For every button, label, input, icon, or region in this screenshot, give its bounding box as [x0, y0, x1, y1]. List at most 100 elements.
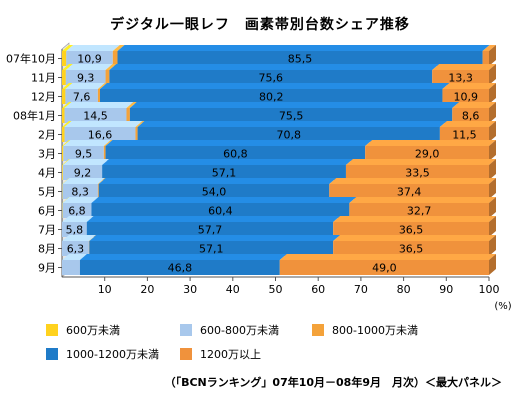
- data-label: 75,6: [259, 72, 284, 85]
- bar-top-face: [89, 235, 341, 241]
- x-tick-label: 50: [269, 283, 283, 296]
- data-label: 80,2: [259, 91, 284, 104]
- bar-segment: [62, 165, 103, 180]
- bar-top-face: [62, 121, 72, 127]
- bar-top-face: [279, 254, 496, 260]
- bar-segment: [105, 146, 366, 161]
- data-label: 10,9: [77, 53, 102, 66]
- x-tick-label: 100: [479, 283, 500, 296]
- bar-top-face: [62, 159, 70, 165]
- bar-top-face: [62, 178, 105, 184]
- bar-top-face: [432, 64, 496, 70]
- bar-segment: [333, 241, 489, 256]
- bar-segment: [62, 222, 87, 237]
- bar-segment: [66, 51, 113, 66]
- bar-top-face: [137, 121, 447, 127]
- data-label: 13,3: [448, 72, 473, 85]
- data-label: 49,0: [372, 262, 397, 275]
- x-tick-label: 30: [183, 283, 197, 296]
- legend-item-under-6m: 600万未満: [46, 322, 120, 338]
- bar-side-face: [489, 178, 496, 199]
- bar-side-face: [489, 216, 496, 237]
- category-tick-label: 4月: [38, 167, 56, 180]
- bar-segment: [62, 260, 80, 275]
- bar-segment: [105, 70, 110, 85]
- source-note: （「BCNランキング」07年10月－08年9月 月次）＜最大パネル＞: [164, 376, 502, 389]
- bar-top-face: [365, 140, 496, 146]
- legend-item-8m-10m: 800-1000万未満: [312, 322, 418, 338]
- bar-segment: [65, 70, 106, 85]
- bar-top-face: [64, 121, 143, 127]
- bar-top-face: [102, 159, 353, 165]
- bar-segment: [89, 241, 334, 256]
- bar-segment: [333, 222, 489, 237]
- legend-swatch: [46, 324, 58, 336]
- legend-label: 800-1000万未満: [332, 324, 418, 337]
- x-tick-label: 10: [98, 283, 112, 296]
- category-tick-label: 8月: [38, 243, 56, 256]
- data-label: 11,5: [452, 129, 477, 142]
- bar-top-face: [64, 102, 134, 108]
- bar-segment: [129, 108, 453, 123]
- x-tick-label: 20: [140, 283, 154, 296]
- bar-top-face: [105, 140, 373, 146]
- bar-top-face: [62, 254, 87, 260]
- legend-item-over-12m: 1200万以上: [180, 346, 261, 362]
- data-label: 14,5: [83, 110, 108, 123]
- data-label: 75,5: [279, 110, 304, 123]
- x-tick-label: 60: [311, 283, 325, 296]
- bar-top-face: [439, 121, 496, 127]
- bar-segment: [126, 108, 130, 123]
- category-tick-label: 07年10月: [6, 52, 56, 66]
- bar-top-face: [98, 178, 337, 184]
- bar-segment: [100, 89, 443, 104]
- category-tick-label: 6月: [38, 205, 56, 218]
- bar-top-face: [442, 83, 496, 89]
- bar-segment: [365, 146, 489, 161]
- bar-top-face: [62, 83, 73, 89]
- bar-top-face: [126, 102, 137, 108]
- bar-segment: [64, 108, 127, 123]
- bar-side-face: [489, 159, 496, 180]
- bar-segment: [103, 146, 106, 161]
- bar-side-face: [489, 140, 496, 161]
- legend-label: 1000-1200万未満: [66, 348, 159, 361]
- data-label: 16,6: [88, 129, 113, 142]
- bar-segment: [452, 108, 489, 123]
- bar-top-face: [100, 83, 450, 89]
- data-label: 6,8: [68, 205, 86, 218]
- bar-segment: [102, 165, 346, 180]
- bar-segment: [62, 184, 98, 199]
- bar-side-face: [489, 197, 496, 218]
- bar-segment: [97, 184, 99, 199]
- data-label: 7,6: [73, 91, 91, 104]
- x-tick-label: 40: [226, 283, 240, 296]
- bar-segment: [62, 108, 65, 123]
- data-label: 60,4: [208, 205, 233, 218]
- bar-segment: [482, 51, 489, 66]
- bar-top-face: [88, 235, 97, 241]
- bar-top-face: [62, 197, 70, 203]
- bar-side-face: [489, 64, 496, 85]
- bar-top-face: [65, 83, 105, 89]
- bar-top-face: [103, 140, 113, 146]
- bar-segment: [349, 203, 489, 218]
- data-label: 32,7: [407, 205, 432, 218]
- bar-top-face: [333, 216, 496, 222]
- bar-top-face: [62, 140, 71, 146]
- bar-segment: [79, 260, 280, 275]
- data-label: 60,8: [223, 148, 248, 161]
- bar-segment: [91, 203, 350, 218]
- bar-top-face: [62, 197, 99, 203]
- bar-segment: [442, 89, 489, 104]
- legend-swatch: [46, 348, 58, 360]
- bar-top-face: [333, 235, 496, 241]
- data-label: 10,9: [453, 91, 478, 104]
- bar-top-face: [62, 216, 94, 222]
- bar-top-face: [62, 235, 96, 241]
- bar-top-face: [62, 45, 74, 51]
- bar-top-face: [112, 45, 125, 51]
- data-label: 57,1: [212, 167, 237, 180]
- data-label: 70,8: [276, 129, 301, 142]
